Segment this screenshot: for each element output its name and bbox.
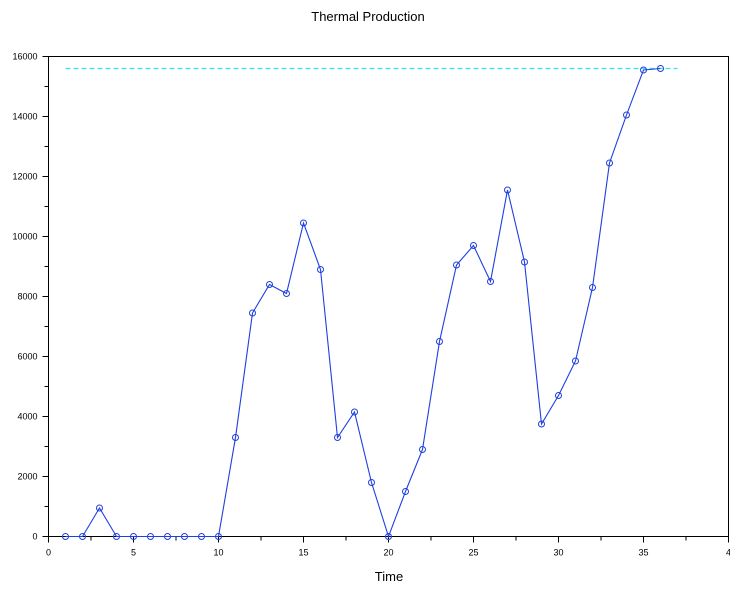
x-tick-label: 4	[726, 548, 730, 558]
data-point-marker	[300, 219, 307, 227]
data-point-marker	[334, 434, 341, 441]
chart-title: Thermal Production	[311, 9, 424, 24]
data-point-marker	[521, 258, 528, 266]
data-point-marker	[368, 479, 375, 486]
x-tick-label: 5	[131, 548, 136, 558]
y-tick-label: 0	[32, 532, 37, 542]
x-axis-label: Time	[375, 569, 403, 584]
data-point-marker	[623, 111, 630, 119]
data-point-marker	[555, 392, 562, 399]
data-point-marker	[606, 159, 613, 167]
data-point-marker	[402, 488, 409, 495]
data-point-marker	[385, 533, 392, 540]
data-point-marker	[538, 420, 545, 428]
data-point-marker	[198, 533, 205, 540]
data-point-marker	[181, 533, 188, 540]
data-point-marker	[657, 65, 664, 72]
data-point-marker	[419, 446, 426, 453]
x-tick-label: 15	[298, 548, 308, 558]
x-tick-label: 20	[383, 548, 393, 558]
data-point-marker	[113, 533, 120, 540]
y-tick-label: 6000	[17, 352, 37, 362]
y-tick-label: 10000	[12, 232, 37, 242]
series-line	[65, 67, 661, 539]
x-tick-label: 25	[468, 548, 478, 558]
plot-area-frame	[48, 56, 729, 537]
data-point-marker	[164, 533, 171, 540]
data-point-marker	[351, 408, 358, 416]
data-point-marker	[283, 290, 290, 297]
x-tick-label: 0	[46, 548, 51, 558]
data-point-marker	[504, 186, 511, 194]
data-point-marker	[589, 284, 596, 291]
y-tick-label: 4000	[17, 412, 37, 422]
data-point-marker	[470, 242, 477, 249]
y-tick-label: 14000	[12, 112, 37, 122]
data-point-marker	[436, 338, 443, 345]
data-point-marker	[266, 281, 273, 288]
data-point-marker	[62, 533, 69, 540]
data-point-marker	[79, 533, 86, 540]
x-axis: 0 5 10 15 20 25 30 35 4	[46, 536, 730, 558]
data-point-marker	[232, 434, 239, 441]
data-point-marker	[147, 533, 154, 540]
x-tick-label: 35	[638, 548, 648, 558]
data-point-marker	[130, 533, 137, 540]
x-tick-label: 30	[553, 548, 563, 558]
data-point-marker	[249, 309, 256, 317]
data-point-marker	[317, 266, 324, 273]
data-point-marker	[487, 278, 494, 285]
y-tick-label: 12000	[12, 172, 37, 182]
data-point-marker	[215, 533, 222, 540]
y-tick-label: 2000	[17, 472, 37, 482]
x-tick-label: 10	[213, 548, 223, 558]
y-tick-label: 16000	[12, 52, 37, 62]
y-tick-label: 8000	[17, 292, 37, 302]
y-axis: 0 2000 4000 6000 8000 10000 12000 14000 16000	[12, 52, 49, 542]
data-point-marker	[453, 261, 460, 269]
data-point-marker	[96, 504, 103, 512]
data-point-marker	[572, 357, 579, 365]
data-point-marker	[640, 66, 647, 74]
series-layer	[62, 65, 664, 540]
